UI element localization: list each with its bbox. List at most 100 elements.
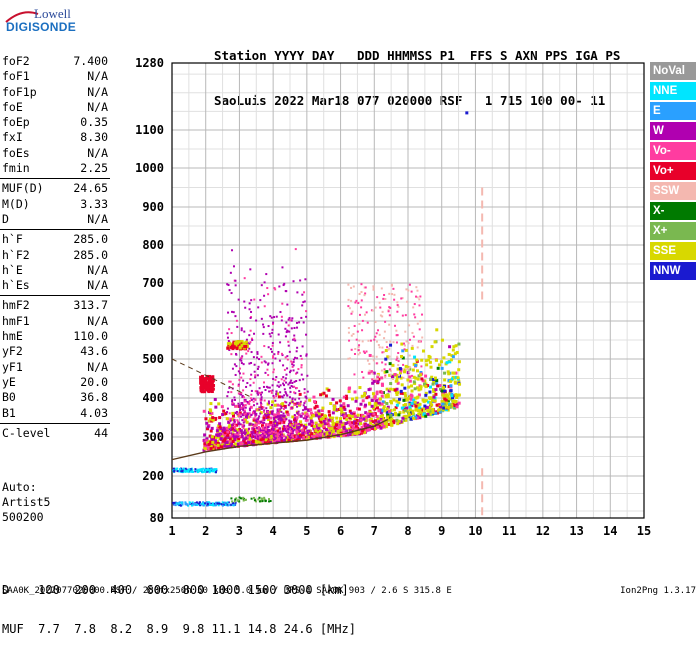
echo-point bbox=[272, 413, 276, 417]
echo-point bbox=[268, 410, 272, 414]
param-value: 7.400 bbox=[73, 54, 108, 68]
echo-point bbox=[393, 388, 397, 392]
echo-point bbox=[210, 411, 214, 415]
echo-point bbox=[367, 414, 371, 418]
param-key: B0 bbox=[2, 390, 16, 405]
echo-point bbox=[450, 394, 454, 398]
param-key: yE bbox=[2, 374, 16, 389]
echo-point bbox=[282, 412, 285, 415]
echo-point bbox=[389, 373, 392, 376]
echo-point bbox=[278, 385, 281, 388]
echo-point bbox=[419, 387, 423, 391]
echo-point bbox=[241, 404, 244, 407]
echo-point bbox=[302, 378, 305, 381]
echo-point bbox=[401, 416, 405, 420]
echo-point bbox=[208, 441, 212, 445]
echo-point bbox=[338, 428, 342, 432]
echo-point bbox=[435, 411, 439, 415]
echo-point bbox=[256, 402, 259, 405]
echo-point bbox=[322, 419, 326, 423]
echo-point bbox=[226, 283, 229, 286]
echo-point bbox=[237, 392, 240, 395]
echo-point bbox=[232, 345, 236, 349]
echo-point bbox=[200, 383, 204, 387]
echo-point bbox=[235, 497, 238, 500]
echo-point bbox=[276, 412, 280, 416]
echo-point bbox=[418, 406, 422, 410]
echo-point bbox=[218, 428, 222, 432]
echo-point bbox=[386, 355, 390, 359]
legend-item-vo-: Vo+ bbox=[650, 162, 696, 180]
echo-point bbox=[299, 354, 302, 357]
echo-point bbox=[190, 504, 193, 507]
echo-point bbox=[254, 412, 258, 416]
echo-point bbox=[266, 368, 269, 371]
echo-point bbox=[399, 420, 403, 424]
echo-point bbox=[299, 414, 303, 418]
echo-point bbox=[415, 295, 418, 298]
param-key: M(D) bbox=[2, 196, 30, 211]
echo-point bbox=[284, 406, 287, 409]
echo-point bbox=[215, 468, 218, 471]
echo-point bbox=[307, 433, 311, 437]
echo-point bbox=[394, 413, 398, 417]
echo-point bbox=[450, 392, 454, 396]
echo-point bbox=[449, 379, 453, 383]
echo-point bbox=[293, 414, 296, 417]
echo-point bbox=[242, 427, 245, 430]
echo-point bbox=[324, 427, 328, 431]
echo-point bbox=[385, 370, 389, 374]
echo-point bbox=[206, 504, 209, 507]
echo-point bbox=[441, 402, 445, 406]
echo-point bbox=[256, 436, 260, 440]
echo-point bbox=[417, 374, 421, 378]
echo-point bbox=[367, 339, 370, 342]
echo-point bbox=[206, 445, 210, 449]
echo-point bbox=[238, 346, 242, 350]
echo-point bbox=[242, 408, 245, 411]
echo-point bbox=[368, 362, 371, 365]
echo-point bbox=[404, 418, 408, 422]
echo-point bbox=[227, 340, 230, 343]
echo-point bbox=[243, 431, 246, 434]
echo-point bbox=[228, 386, 231, 389]
echo-point bbox=[396, 367, 400, 371]
echo-point bbox=[457, 360, 461, 364]
echo-point bbox=[395, 393, 399, 397]
echo-point bbox=[247, 441, 251, 445]
echo-point bbox=[375, 362, 378, 365]
echo-point bbox=[241, 355, 244, 358]
echo-point bbox=[378, 397, 382, 401]
echo-point bbox=[269, 432, 272, 435]
echo-point bbox=[238, 409, 241, 412]
echo-point bbox=[277, 333, 280, 336]
echo-point bbox=[209, 376, 213, 380]
echo-point bbox=[390, 419, 394, 423]
echo-point bbox=[342, 405, 346, 409]
echo-point bbox=[423, 382, 427, 386]
echo-point bbox=[226, 342, 230, 346]
y-tick-label: 600 bbox=[142, 314, 164, 328]
echo-point bbox=[384, 363, 387, 366]
echo-point bbox=[234, 404, 238, 408]
x-tick-label: 13 bbox=[569, 524, 583, 538]
echo-point bbox=[391, 363, 395, 367]
echo-point bbox=[327, 418, 331, 422]
echo-point bbox=[353, 390, 357, 394]
echo-point bbox=[206, 388, 210, 392]
echo-point bbox=[406, 371, 410, 375]
echo-point bbox=[264, 438, 268, 442]
echo-point bbox=[294, 392, 297, 395]
echo-point bbox=[294, 356, 297, 359]
echo-point bbox=[287, 428, 290, 431]
echo-point bbox=[356, 413, 360, 417]
echo-point bbox=[241, 425, 244, 428]
echo-point bbox=[291, 428, 294, 431]
echo-point bbox=[287, 431, 290, 434]
echo-point bbox=[194, 503, 197, 506]
echo-point bbox=[236, 419, 239, 422]
echo-point bbox=[190, 470, 193, 473]
echo-point bbox=[306, 429, 309, 432]
echo-point bbox=[246, 415, 250, 419]
echo-point bbox=[275, 395, 278, 398]
